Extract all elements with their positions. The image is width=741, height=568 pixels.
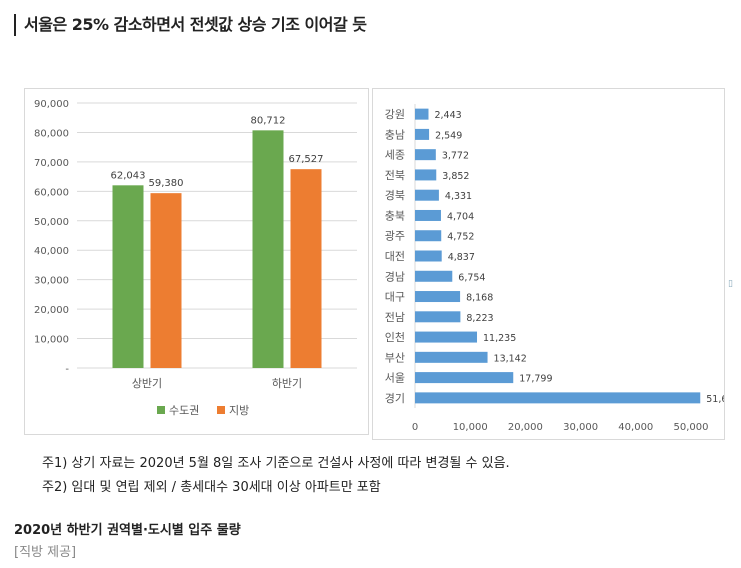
city-bar-chart: 강원 2,443 충남 2,549 세종 3,772 전북 3,852 경북 4,331 충북 4,7… <box>385 104 740 433</box>
data-label: 62,043 <box>111 170 146 181</box>
data-label: 8,168 <box>466 293 493 304</box>
legend-label: 지방 <box>229 404 249 417</box>
legend-swatch <box>157 406 165 414</box>
headline: 서울은 25% 감소하면서 전셋값 상승 기조 이어갈 듯 <box>14 14 367 36</box>
legend-swatch <box>217 406 225 414</box>
x-tick-label: 40,000 <box>618 422 653 433</box>
bar-city <box>415 169 437 181</box>
y-tick-label: 30,000 <box>34 276 69 287</box>
y-tick-label: 경남 <box>385 270 405 283</box>
y-tick-label: 대구 <box>385 291 405 304</box>
y-tick-label: 80,000 <box>34 128 69 139</box>
data-label: 51,678 <box>706 394 724 405</box>
x-tick-label: 20,000 <box>508 422 543 433</box>
x-tick-label: 0 <box>412 422 418 433</box>
half-year-bar-chart: - 10,000 20,000 30,000 40,000 50,000 60,000 70,… <box>34 99 357 417</box>
bar-city <box>415 189 439 201</box>
y-tick-label: - <box>65 364 69 375</box>
y-tick-label: 90,000 <box>34 99 69 110</box>
bar-city <box>415 108 429 120</box>
y-tick-label: 충남 <box>385 128 405 141</box>
image-credit: [직방 제공] <box>14 545 77 560</box>
y-tick-label: 전남 <box>385 311 405 324</box>
y-tick-label: 부산 <box>385 351 405 364</box>
y-tick-label: 40,000 <box>34 246 69 257</box>
bar-city <box>415 351 488 363</box>
footnote-2: 주2) 임대 및 연립 제외 / 총세대수 30세대 이상 아파트만 포함 <box>42 480 381 495</box>
y-tick-label: 세종 <box>385 149 405 162</box>
y-tick-label: 인천 <box>385 330 405 344</box>
bar-city <box>415 372 514 384</box>
bar-city <box>415 250 442 262</box>
data-label: 4,837 <box>448 252 475 263</box>
data-label: 13,142 <box>494 353 527 364</box>
x-tick-label: 50,000 <box>674 422 709 433</box>
bar-city <box>415 209 441 221</box>
bar-city <box>415 270 453 282</box>
y-tick-label: 전북 <box>385 169 405 182</box>
y-tick-label: 70,000 <box>34 158 69 169</box>
bar-city <box>415 311 461 323</box>
data-label: 8,223 <box>466 313 493 324</box>
bar-city <box>415 128 430 140</box>
data-label: 17,799 <box>519 374 552 385</box>
y-tick-label: 10,000 <box>34 335 69 346</box>
bar-city <box>415 331 478 343</box>
data-label: 11,235 <box>483 333 516 344</box>
x-tick-label: 상반기 <box>132 377 162 390</box>
data-label: 59,380 <box>149 178 184 189</box>
edge-marker-icon: ▯ <box>728 279 733 289</box>
data-label: 2,443 <box>434 110 461 121</box>
y-tick-label: 서울 <box>385 372 405 385</box>
y-tick-label: 광주 <box>385 230 405 243</box>
data-label: 80,712 <box>251 115 286 126</box>
bar-city <box>415 230 442 242</box>
y-tick-label: 강원 <box>385 108 405 121</box>
bar-local <box>290 169 322 368</box>
bar-city <box>415 392 701 404</box>
y-tick-label: 60,000 <box>34 187 69 198</box>
legend-label: 수도권 <box>169 404 199 417</box>
data-label: 4,331 <box>445 191 472 202</box>
bar-capital <box>252 130 284 368</box>
bar-city <box>415 149 436 161</box>
image-caption: 2020년 하반기 권역별·도시별 입주 물량 <box>14 523 241 538</box>
data-label: 3,852 <box>442 171 469 182</box>
y-tick-label: 50,000 <box>34 217 69 228</box>
bar-local <box>150 193 182 368</box>
y-tick-label: 경기 <box>385 392 405 405</box>
city-chart-panel: 강원 2,443 충남 2,549 세종 3,772 전북 3,852 경북 4,331 충북 4,7… <box>372 88 740 440</box>
data-label: 67,527 <box>289 154 324 165</box>
half-year-chart-panel: - 10,000 20,000 30,000 40,000 50,000 60,000 70,… <box>24 88 369 435</box>
x-tick-label: 30,000 <box>563 422 598 433</box>
data-label: 4,752 <box>447 232 474 243</box>
y-tick-label: 20,000 <box>34 305 69 316</box>
footnotes: 주1) 상기 자료는 2020년 5월 8일 조사 기준으로 건설사 사정에 따… <box>42 452 510 500</box>
data-label: 2,549 <box>435 130 462 141</box>
y-tick-label: 충북 <box>385 209 405 222</box>
x-tick-label: 10,000 <box>453 422 488 433</box>
bar-city <box>415 291 461 303</box>
y-tick-label: 대전 <box>385 250 405 263</box>
footnote-1: 주1) 상기 자료는 2020년 5월 8일 조사 기준으로 건설사 사정에 따… <box>42 456 510 471</box>
data-label: 3,772 <box>442 151 469 162</box>
y-tick-label: 경북 <box>385 189 405 202</box>
data-label: 6,754 <box>458 272 485 283</box>
x-tick-label: 하반기 <box>272 376 302 390</box>
data-label: 4,704 <box>447 211 474 222</box>
bar-capital <box>112 185 144 368</box>
